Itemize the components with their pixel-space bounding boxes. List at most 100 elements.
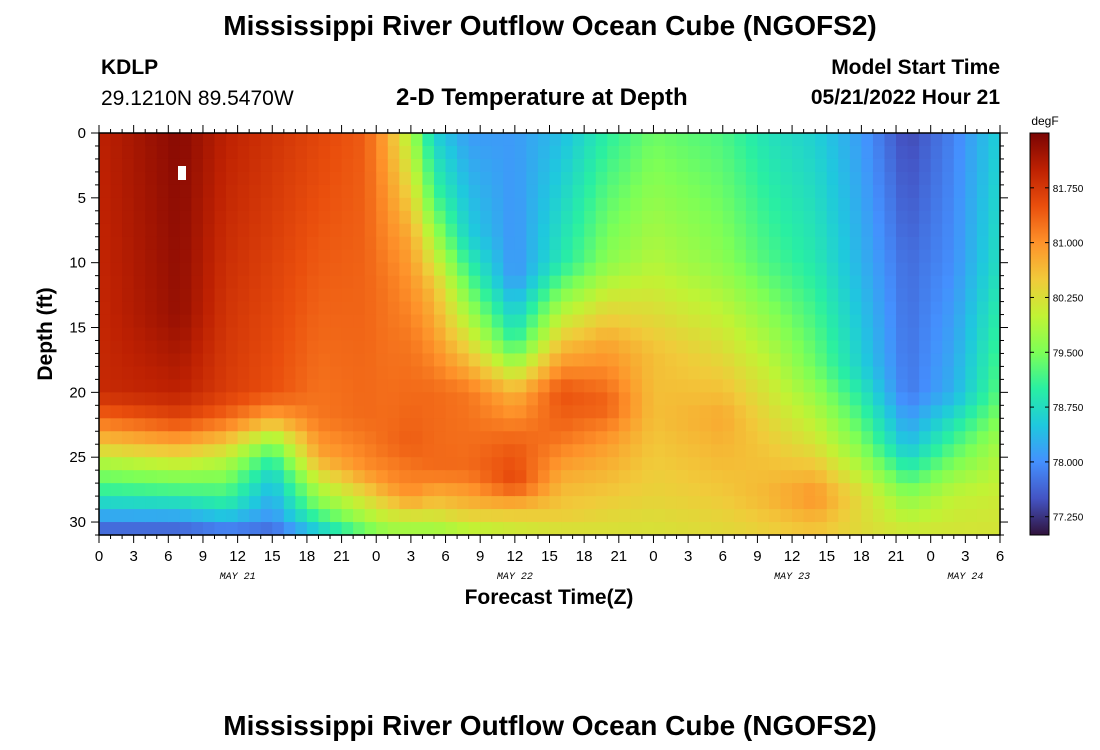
heatmap-cell xyxy=(965,197,978,212)
heatmap-cell xyxy=(815,158,828,173)
heatmap-cell xyxy=(942,392,955,406)
heatmap-cell xyxy=(896,483,909,497)
heatmap-cell xyxy=(884,366,897,380)
heatmap-cell xyxy=(618,158,631,173)
heatmap-cell xyxy=(745,210,759,225)
heatmap-cell xyxy=(433,301,447,316)
heatmap-cell xyxy=(122,470,135,484)
heatmap-cell xyxy=(341,353,354,368)
heatmap-cell xyxy=(907,249,920,264)
heatmap-cell xyxy=(641,405,655,419)
heatmap-cell xyxy=(457,470,470,484)
heatmap-cell xyxy=(364,133,377,147)
heatmap-cell xyxy=(410,470,424,484)
heatmap-cell xyxy=(387,288,400,303)
heatmap-cell xyxy=(480,145,493,160)
heatmap-cell xyxy=(688,392,701,406)
heatmap-cell xyxy=(99,223,112,238)
heatmap-cell xyxy=(919,145,932,160)
heatmap-cell xyxy=(953,158,966,173)
heatmap-cell xyxy=(641,249,655,264)
heatmap-cell xyxy=(861,405,874,419)
heatmap-cell xyxy=(526,158,539,173)
heatmap-cell xyxy=(896,249,909,264)
heatmap-cell xyxy=(572,405,585,419)
heatmap-cell xyxy=(734,457,747,471)
heatmap-cell xyxy=(514,366,527,380)
heatmap-cell xyxy=(145,392,158,406)
heatmap-cell xyxy=(283,197,296,212)
heatmap-cell xyxy=(699,353,712,368)
heatmap-cell xyxy=(988,496,1001,510)
heatmap-cell xyxy=(792,522,805,536)
heatmap-cell xyxy=(457,314,470,329)
heatmap-cell xyxy=(422,288,435,303)
heatmap-cell xyxy=(838,249,851,264)
heatmap-cell xyxy=(445,470,458,484)
heatmap-cell xyxy=(318,418,331,432)
heatmap-cell xyxy=(676,158,689,173)
heatmap-cell xyxy=(341,133,354,147)
heatmap-cell xyxy=(249,327,262,342)
heatmap-cell xyxy=(561,522,574,536)
heatmap-cell xyxy=(838,483,851,497)
heatmap-cell xyxy=(757,184,770,199)
heatmap-cell xyxy=(526,275,539,290)
heatmap-cell xyxy=(896,431,909,445)
heatmap-cell xyxy=(283,340,296,355)
heatmap-cell xyxy=(480,314,493,329)
heatmap-cell xyxy=(665,133,678,147)
heatmap-cell xyxy=(653,418,666,432)
heatmap-cell xyxy=(768,405,782,419)
heatmap-cell xyxy=(295,145,308,160)
x-tick-label: 21 xyxy=(333,548,350,565)
heatmap-cell xyxy=(595,392,608,406)
heatmap-cell xyxy=(826,470,839,484)
heatmap-cell xyxy=(306,509,320,523)
heatmap-cell xyxy=(399,379,412,393)
heatmap-cell xyxy=(156,483,169,497)
heatmap-cell xyxy=(884,522,897,536)
heatmap-cell xyxy=(214,340,227,355)
heatmap-cell xyxy=(849,249,862,264)
heatmap-cell xyxy=(306,418,320,432)
heatmap-cell xyxy=(757,262,770,277)
heatmap-cell xyxy=(480,301,493,316)
heatmap-cell xyxy=(896,366,909,380)
heatmap-cell xyxy=(838,145,851,160)
heatmap-cell xyxy=(318,405,331,419)
heatmap-cell xyxy=(514,509,527,523)
heatmap-cell xyxy=(572,197,585,212)
heatmap-cell xyxy=(768,184,782,199)
heatmap-cell xyxy=(930,223,943,238)
heatmap-cell xyxy=(849,133,862,147)
heatmap-cell xyxy=(260,340,273,355)
heatmap-cell xyxy=(768,171,782,186)
heatmap-cell xyxy=(953,418,966,432)
heatmap-cell xyxy=(699,288,712,303)
heatmap-cell xyxy=(734,236,747,251)
heatmap-cell xyxy=(884,236,897,251)
heatmap-cell xyxy=(306,431,320,445)
heatmap-cell xyxy=(353,457,366,471)
heatmap-cell xyxy=(907,418,920,432)
heatmap-cell xyxy=(930,133,943,147)
heatmap-cell xyxy=(376,392,389,406)
heatmap-cell xyxy=(226,353,239,368)
heatmap-cell xyxy=(353,184,366,199)
heatmap-cell xyxy=(688,184,701,199)
heatmap-cell xyxy=(537,457,551,471)
heatmap-cell xyxy=(849,236,862,251)
heatmap-cell xyxy=(572,379,585,393)
heatmap-cell xyxy=(653,288,666,303)
heatmap-cell xyxy=(191,470,204,484)
heatmap-cell xyxy=(214,236,227,251)
heatmap-cell xyxy=(549,314,562,329)
heatmap-cell xyxy=(919,522,932,536)
heatmap-cell xyxy=(480,249,493,264)
heatmap-cell xyxy=(849,405,862,419)
heatmap-cell xyxy=(722,405,735,419)
heatmap-cell xyxy=(503,379,516,393)
heatmap-cell xyxy=(653,457,666,471)
heatmap-cell xyxy=(780,405,793,419)
